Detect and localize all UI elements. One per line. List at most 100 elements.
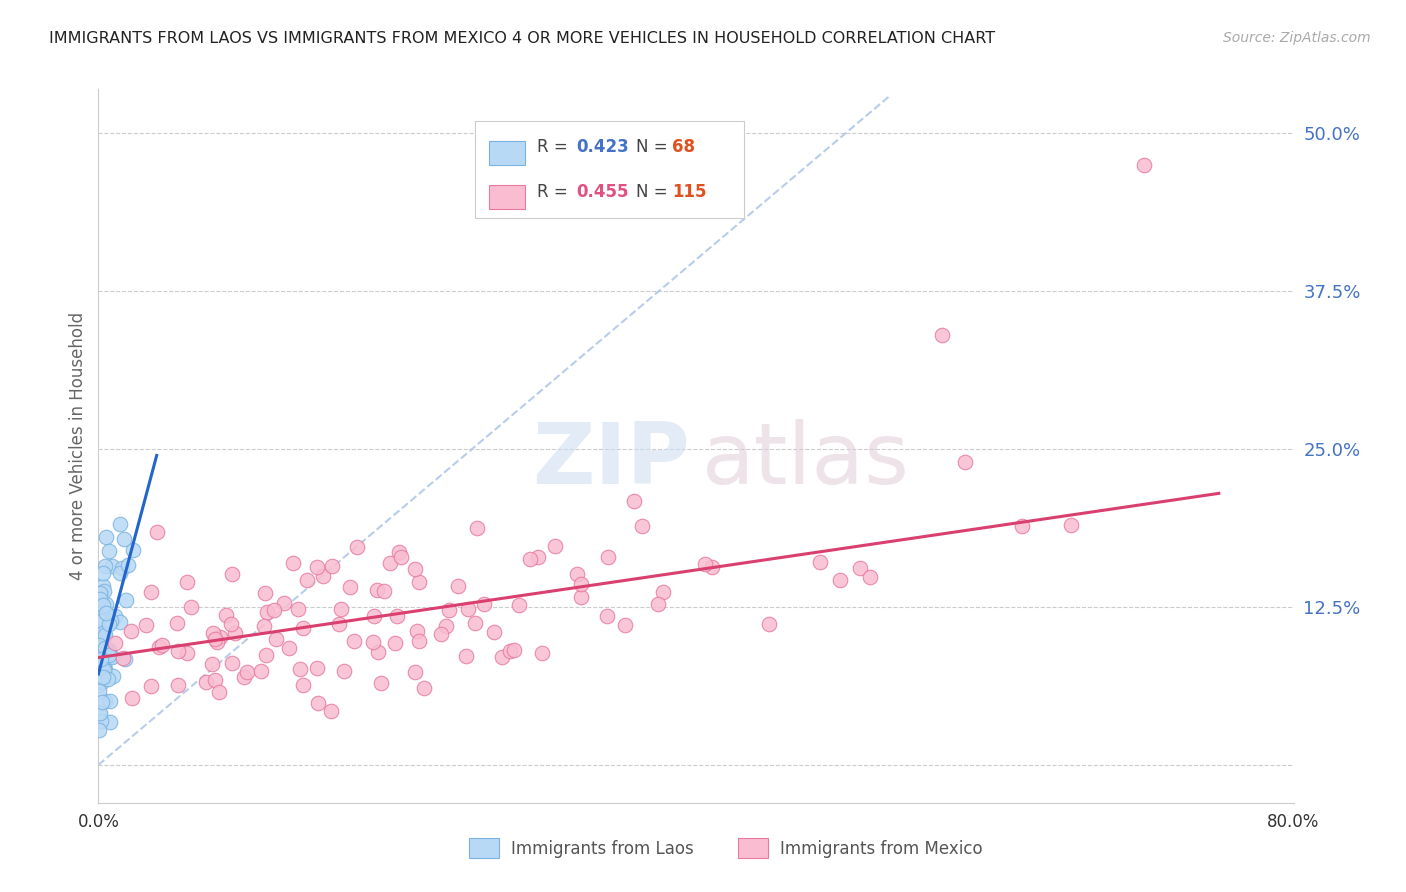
Point <box>94 559 117 574</box>
Point <box>204 632 226 646</box>
Point <box>98 715 121 730</box>
Point <box>321 559 343 574</box>
Point <box>97 673 120 687</box>
Point <box>112 532 135 546</box>
Text: N =: N = <box>637 138 673 156</box>
FancyBboxPatch shape <box>489 141 524 164</box>
Point <box>91 675 114 690</box>
Point <box>195 674 218 689</box>
Point <box>90 587 112 601</box>
Point <box>346 541 368 555</box>
Point <box>87 630 110 644</box>
Point <box>321 704 343 718</box>
Point <box>91 625 114 640</box>
Point <box>89 591 111 606</box>
Point <box>848 561 870 575</box>
Point <box>250 664 273 678</box>
Point <box>91 652 114 666</box>
Point <box>201 657 224 671</box>
Point <box>366 582 388 597</box>
Point <box>702 560 724 574</box>
Point <box>434 619 457 633</box>
Point <box>97 643 120 657</box>
Point <box>472 598 495 612</box>
Point <box>508 599 530 613</box>
Point <box>598 549 620 564</box>
Point <box>91 566 114 580</box>
Point <box>464 615 486 630</box>
Point <box>931 328 953 343</box>
Point <box>236 665 259 680</box>
Point <box>330 602 353 616</box>
Point <box>384 636 406 650</box>
Point <box>465 521 488 535</box>
Point <box>530 646 553 660</box>
Point <box>89 586 111 600</box>
Point <box>108 615 131 629</box>
Point <box>339 580 361 594</box>
Point <box>90 714 112 728</box>
Point <box>91 633 114 648</box>
Point <box>208 630 231 644</box>
Point <box>385 609 408 624</box>
Y-axis label: 4 or more Vehicles in Household: 4 or more Vehicles in Household <box>69 312 87 580</box>
Point <box>630 519 652 533</box>
Point <box>373 584 395 599</box>
Point <box>146 525 169 540</box>
Point <box>176 646 198 660</box>
Point <box>363 608 385 623</box>
Point <box>90 615 112 629</box>
Point <box>176 575 198 590</box>
Point <box>135 618 157 632</box>
Point <box>264 632 287 646</box>
Point <box>693 557 716 571</box>
Point <box>98 693 121 707</box>
Point <box>201 625 224 640</box>
Point <box>87 638 110 652</box>
Point <box>167 643 190 657</box>
Point <box>94 597 117 611</box>
Point <box>114 651 136 665</box>
Point <box>93 612 115 626</box>
Point <box>104 609 127 624</box>
Point <box>484 625 506 640</box>
Point <box>307 559 329 574</box>
Point <box>224 626 246 640</box>
Point <box>94 651 117 665</box>
Point <box>647 597 669 611</box>
Point <box>115 593 138 607</box>
Point <box>180 600 202 615</box>
Point <box>89 723 111 737</box>
Point <box>94 628 117 642</box>
Point <box>1059 517 1081 532</box>
Point <box>141 585 163 599</box>
Text: 115: 115 <box>672 183 707 201</box>
Point <box>87 678 110 692</box>
Point <box>503 642 526 657</box>
Text: Immigrants from Laos: Immigrants from Laos <box>510 840 693 858</box>
Point <box>596 609 619 624</box>
Point <box>93 670 115 684</box>
Point <box>1133 158 1156 172</box>
Point <box>100 614 122 628</box>
Point <box>221 656 243 670</box>
FancyBboxPatch shape <box>475 121 744 218</box>
Point <box>90 626 112 640</box>
Point <box>526 549 548 564</box>
Point <box>93 657 115 671</box>
Point <box>328 616 350 631</box>
Point <box>101 558 124 573</box>
Point <box>367 645 389 659</box>
Point <box>93 665 115 680</box>
Point <box>204 673 226 687</box>
Point <box>287 602 309 616</box>
Point <box>437 603 460 617</box>
Point <box>215 608 238 623</box>
Point <box>430 627 453 641</box>
Point <box>97 644 120 658</box>
Point <box>91 624 114 639</box>
Point <box>404 562 426 576</box>
Point <box>388 545 411 559</box>
Point <box>150 639 173 653</box>
Text: 0.455: 0.455 <box>576 183 628 201</box>
